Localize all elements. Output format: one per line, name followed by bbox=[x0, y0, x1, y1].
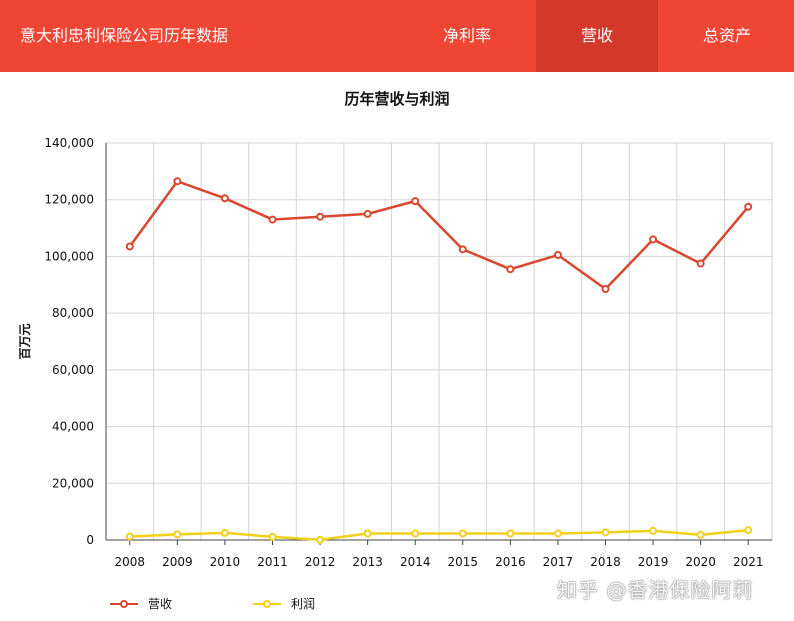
x-tick-label: 2015 bbox=[448, 555, 479, 569]
x-tick-label: 2014 bbox=[400, 555, 431, 569]
y-tick-label: 60,000 bbox=[52, 363, 94, 377]
y-tick-label: 140,000 bbox=[44, 136, 94, 150]
x-tick-label: 2016 bbox=[495, 555, 526, 569]
data-point bbox=[553, 251, 562, 260]
data-point bbox=[268, 532, 277, 541]
data-point bbox=[696, 530, 705, 539]
y-tick-label: 40,000 bbox=[52, 420, 94, 434]
data-point bbox=[553, 529, 562, 538]
data-point bbox=[744, 202, 753, 211]
y-tick-label: 20,000 bbox=[52, 476, 94, 490]
series-line-1 bbox=[129, 528, 749, 541]
data-point bbox=[173, 177, 182, 186]
data-point bbox=[744, 526, 753, 535]
data-point bbox=[458, 529, 467, 538]
x-tick-label: 2010 bbox=[210, 555, 241, 569]
data-point bbox=[458, 245, 467, 254]
x-tick-label: 2020 bbox=[685, 555, 716, 569]
tab-net-margin[interactable]: 净利率 bbox=[442, 26, 491, 45]
data-point bbox=[411, 529, 420, 538]
y-axis-label: 百万元 bbox=[18, 323, 32, 359]
x-tick-label: 2008 bbox=[115, 555, 146, 569]
data-point bbox=[649, 526, 658, 535]
data-point bbox=[506, 529, 515, 538]
data-point bbox=[268, 215, 277, 224]
data-point bbox=[125, 242, 134, 251]
data-point bbox=[316, 212, 325, 221]
x-tick-label: 2018 bbox=[590, 555, 621, 569]
data-point bbox=[125, 532, 134, 541]
data-point bbox=[649, 235, 658, 244]
legend-marker bbox=[120, 600, 128, 608]
data-point bbox=[220, 194, 229, 203]
chart-title: 历年营收与利润 bbox=[344, 90, 450, 108]
tab-revenue[interactable]: 营收 bbox=[536, 0, 658, 72]
series-line-0 bbox=[128, 180, 750, 291]
data-point bbox=[316, 535, 325, 544]
legend-label: 营收 bbox=[148, 597, 172, 611]
legend-label: 利润 bbox=[291, 597, 315, 611]
watermark-text: 知乎 @香港保险阿莉 bbox=[557, 578, 754, 602]
data-point bbox=[601, 528, 610, 537]
x-tick-label: 2011 bbox=[257, 555, 288, 569]
tab-total-assets[interactable]: 总资产 bbox=[702, 26, 751, 45]
app-title: 意大利忠利保险公司历年数据 bbox=[20, 26, 229, 45]
x-tick-label: 2009 bbox=[162, 555, 193, 569]
data-point bbox=[173, 530, 182, 539]
y-tick-label: 80,000 bbox=[52, 306, 94, 320]
x-tick-label: 2012 bbox=[305, 555, 336, 569]
x-tick-label: 2017 bbox=[543, 555, 574, 569]
y-tick-label: 100,000 bbox=[44, 249, 94, 263]
data-point bbox=[696, 259, 705, 268]
top-nav-bar: 意大利忠利保险公司历年数据 净利率 营收 总资产 bbox=[0, 0, 794, 72]
data-point bbox=[220, 528, 229, 537]
x-tick-label: 2019 bbox=[638, 555, 669, 569]
x-tick-label: 2021 bbox=[733, 555, 764, 569]
data-point bbox=[363, 209, 372, 218]
data-point bbox=[411, 197, 420, 206]
legend-marker bbox=[263, 600, 271, 608]
x-tick-label: 2013 bbox=[352, 555, 383, 569]
y-tick-label: 0 bbox=[86, 533, 94, 547]
data-point bbox=[506, 265, 515, 274]
y-tick-label: 120,000 bbox=[44, 193, 94, 207]
data-point bbox=[601, 285, 610, 294]
data-point bbox=[363, 529, 372, 538]
